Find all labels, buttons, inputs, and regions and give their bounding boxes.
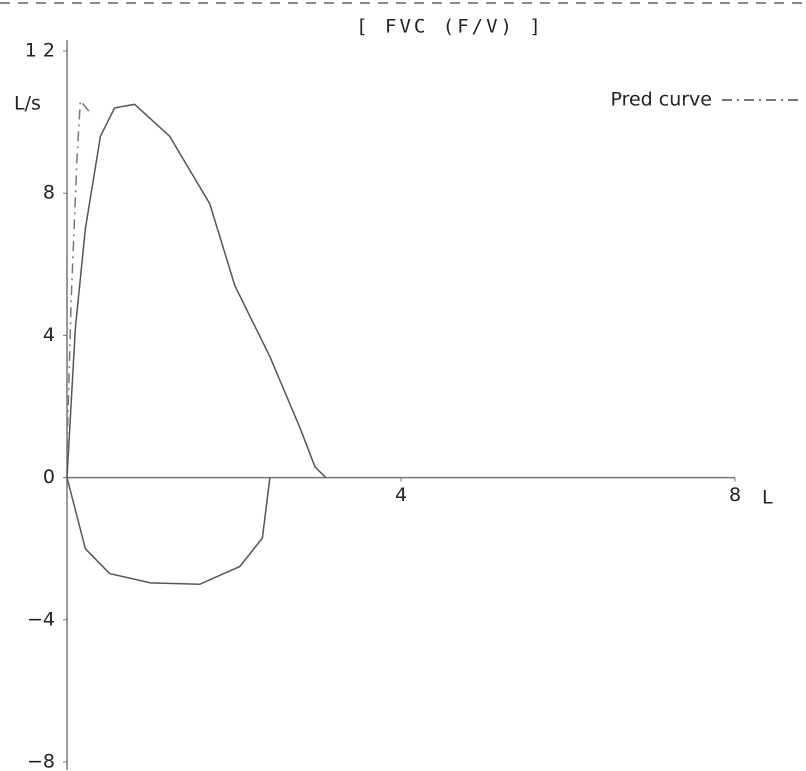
- y-tick-label: 8: [43, 182, 55, 204]
- x-tick-label: 4: [395, 484, 407, 506]
- flow-volume-curve: [66, 477, 271, 586]
- y-tick-label: −8: [27, 751, 55, 771]
- y-axis-unit: L/s: [14, 93, 41, 115]
- chart-title: [ FVC (F/V) ]: [356, 16, 544, 38]
- flow-volume-curve: [66, 103, 327, 479]
- legend-label: Pred curve: [610, 89, 712, 111]
- y-tick-label: −4: [27, 608, 55, 630]
- x-tick-label: 8: [729, 484, 741, 506]
- y-tick-label: 0: [43, 466, 55, 488]
- x-axis-unit: L: [762, 487, 773, 509]
- flow-volume-curve: [66, 98, 93, 450]
- y-tick-label: 4: [43, 324, 55, 346]
- y-tick-label: 1 2: [25, 40, 55, 62]
